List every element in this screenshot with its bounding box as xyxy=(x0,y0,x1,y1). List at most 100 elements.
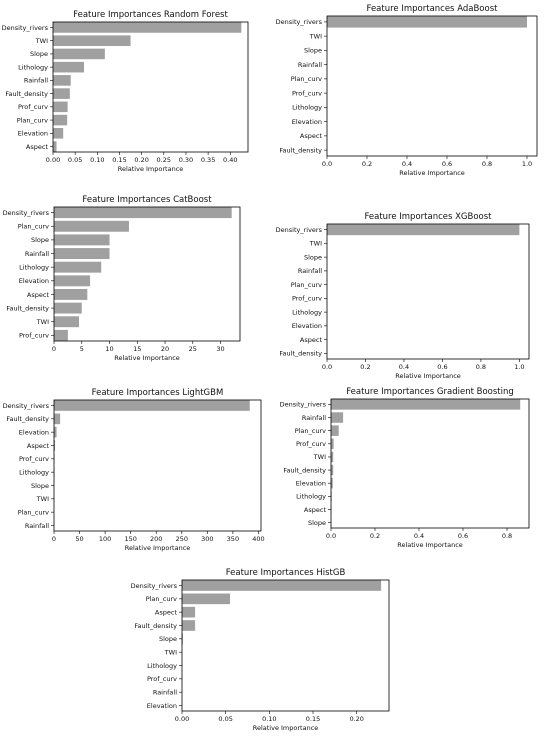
category-label: Aspect xyxy=(26,143,49,151)
x-tick-label: 0.25 xyxy=(157,156,171,164)
plot-frame xyxy=(330,398,530,529)
bar xyxy=(54,413,61,425)
category-label: Rainfall xyxy=(25,250,49,258)
category-label: Slope xyxy=(159,635,177,643)
category-label: Prof_curv xyxy=(296,440,326,448)
x-tick-label: 20 xyxy=(161,345,169,353)
x-tick-label: 5 xyxy=(80,345,84,353)
x-axis-label: Relative Importance xyxy=(118,165,184,173)
x-tick-label: 0.0 xyxy=(322,363,332,371)
bar xyxy=(53,114,68,126)
category-label: Elevation xyxy=(296,479,326,487)
chart-7: Feature Importances HistGB Density_rivers… xyxy=(131,568,390,732)
category-label: Slope xyxy=(30,50,48,58)
x-tick-label: 0.15 xyxy=(112,156,126,164)
plot-frame xyxy=(52,21,249,153)
plot-frame xyxy=(326,223,530,360)
category-label: Lithology xyxy=(147,662,177,670)
bar xyxy=(54,261,102,273)
bar xyxy=(54,207,232,219)
chart-6: Feature Importances Gradient Boosting Den… xyxy=(280,387,530,549)
x-tick-label: 0.00 xyxy=(175,715,189,723)
category-label: Fault_density xyxy=(5,90,48,98)
bar xyxy=(331,477,333,489)
category-label: TWI xyxy=(36,495,49,503)
chart-title: Feature Importances HistGB xyxy=(226,568,346,578)
bar xyxy=(53,35,131,46)
x-tick-label: 0 xyxy=(52,345,56,353)
bar xyxy=(182,593,231,605)
plot-frame xyxy=(326,15,538,157)
category-label: Density_rivers xyxy=(3,402,50,410)
x-tick-label: 0 xyxy=(52,535,56,543)
x-tick-label: 0.8 xyxy=(476,363,486,371)
category-label: Density_rivers xyxy=(276,18,323,26)
x-tick-label: 250 xyxy=(176,535,188,543)
bar xyxy=(331,438,334,450)
category-label: TWI xyxy=(309,32,322,40)
category-label: Elevation xyxy=(292,322,322,330)
category-label: Fault_density xyxy=(6,415,49,423)
category-label: Slope xyxy=(31,236,49,244)
category-label: Density_rivers xyxy=(3,209,50,217)
bar xyxy=(182,633,183,645)
bar xyxy=(54,316,79,328)
bar xyxy=(54,220,129,232)
x-tick-label: 0.8 xyxy=(502,532,512,540)
x-tick-label: 0.05 xyxy=(218,715,232,723)
category-label: Fault_density xyxy=(279,146,322,154)
bar xyxy=(331,399,521,410)
x-tick-label: 150 xyxy=(124,535,136,543)
x-tick-label: 30 xyxy=(216,345,224,353)
category-label: Prof_curv xyxy=(147,675,177,683)
chart-1: Feature Importances Random Forest Density… xyxy=(2,10,249,173)
category-label: Aspect xyxy=(27,442,50,450)
category-label: Aspect xyxy=(300,132,323,140)
x-axis-label: Relative Importance xyxy=(399,169,465,177)
bar xyxy=(331,464,334,476)
category-label: Rainfall xyxy=(298,61,322,69)
category-label: Lithology xyxy=(292,104,322,112)
plot-frame xyxy=(181,579,390,712)
category-label: Aspect xyxy=(155,608,178,616)
category-label: Plan_curv xyxy=(295,427,326,435)
category-label: Aspect xyxy=(300,336,323,344)
chart-4: Feature Importances XGBoost Density_river… xyxy=(276,212,530,380)
category-label: Rainfall xyxy=(153,688,177,696)
x-tick-label: 0.30 xyxy=(179,156,193,164)
x-axis-label: Relative Importance xyxy=(253,724,319,732)
x-tick-label: 0.0 xyxy=(326,532,336,540)
category-label: Rainfall xyxy=(24,77,48,85)
category-label: Slope xyxy=(308,519,326,527)
x-axis-label: Relative Importance xyxy=(114,354,180,362)
bar xyxy=(54,329,68,341)
chart-title: Feature Importances XGBoost xyxy=(364,212,492,222)
chart-5: Feature Importances LightGBM Density_rive… xyxy=(3,388,265,552)
chart-title: Feature Importances AdaBoost xyxy=(367,4,499,14)
bar xyxy=(53,22,242,33)
bar xyxy=(182,580,382,591)
category-label: Rainfall xyxy=(298,267,322,275)
category-label: Prof_curv xyxy=(19,332,49,340)
category-label: Density_rivers xyxy=(280,401,327,409)
chart-title: Feature Importances Gradient Boosting xyxy=(346,387,514,397)
x-tick-label: 0.6 xyxy=(442,160,452,168)
category-label: Elevation xyxy=(292,118,322,126)
category-label: Prof_curv xyxy=(292,89,322,97)
x-axis-label: Relative Importance xyxy=(397,541,463,549)
bar xyxy=(327,224,520,236)
bar xyxy=(54,289,88,300)
x-tick-label: 400 xyxy=(252,535,264,543)
category-label: Lithology xyxy=(19,263,49,271)
x-tick-label: 1.0 xyxy=(514,363,524,371)
category-label: Slope xyxy=(304,47,322,55)
bar xyxy=(327,16,527,28)
x-tick-label: 0.4 xyxy=(414,532,424,540)
x-tick-label: 0.20 xyxy=(134,156,148,164)
category-label: Plan_curv xyxy=(291,281,322,289)
bar xyxy=(53,141,57,152)
bar xyxy=(182,606,196,618)
category-label: Aspect xyxy=(27,291,50,299)
x-tick-label: 200 xyxy=(150,535,162,543)
